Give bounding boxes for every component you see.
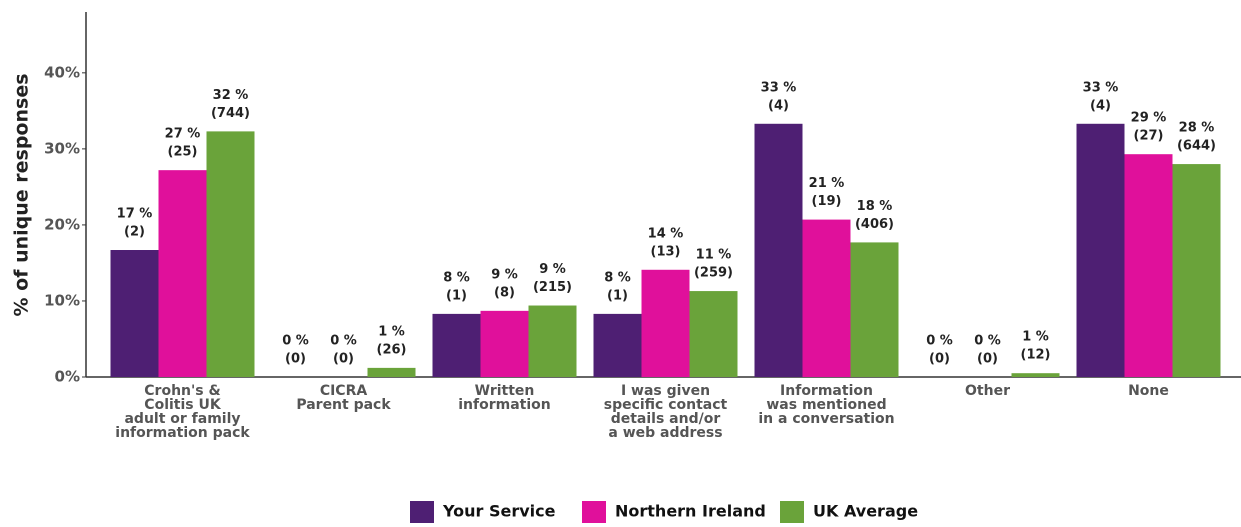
legend-label: Your Service	[442, 502, 556, 521]
x-tick-label: Written	[475, 383, 535, 399]
data-label: 33 %	[1083, 80, 1119, 95]
data-label: 0 %	[926, 334, 953, 349]
x-tick-label: was mentioned	[766, 397, 886, 413]
x-tick-label: Colitis UK	[144, 397, 222, 413]
bar	[1076, 123, 1125, 377]
data-label: 32 %	[213, 88, 249, 103]
data-label-count: (0)	[333, 352, 354, 367]
data-label: 17 %	[117, 207, 153, 222]
data-label: 21 %	[809, 176, 845, 191]
data-label-count: (13)	[651, 244, 681, 259]
data-label: 27 %	[165, 127, 201, 142]
x-tick-label: Information	[780, 383, 873, 399]
data-label-count: (1)	[607, 288, 628, 303]
data-label-count: (27)	[1134, 129, 1164, 144]
bar	[206, 131, 255, 377]
y-axis-title: % of unique responses	[11, 73, 33, 316]
data-label-count: (2)	[124, 225, 145, 240]
x-tick-label: in a conversation	[758, 411, 894, 427]
x-tick-label: Other	[965, 383, 1010, 399]
data-label-count: (215)	[533, 280, 572, 295]
y-tick-label: 10%	[44, 291, 80, 309]
x-tick-label: information	[458, 397, 551, 413]
data-label-count: (4)	[1090, 98, 1111, 113]
data-label: 0 %	[330, 334, 357, 349]
x-tick-label: None	[1128, 383, 1169, 399]
data-label-count: (0)	[285, 352, 306, 367]
bar	[528, 305, 577, 377]
bar	[1124, 154, 1173, 377]
data-label: 8 %	[604, 270, 631, 285]
x-tick-label: information pack	[115, 425, 250, 441]
bar	[802, 219, 851, 377]
legend-label: Northern Ireland	[615, 502, 766, 521]
data-label: 28 %	[1179, 121, 1215, 136]
x-tick-label: CICRA	[320, 383, 368, 399]
data-label-count: (406)	[855, 217, 894, 232]
legend-swatch	[582, 501, 606, 523]
data-label: 0 %	[974, 334, 1001, 349]
bar	[641, 269, 690, 377]
data-label: 18 %	[857, 199, 893, 214]
bar	[367, 367, 416, 377]
data-label-count: (644)	[1177, 139, 1216, 154]
data-label-count: (26)	[377, 342, 407, 357]
bar	[689, 291, 738, 377]
data-label-count: (744)	[211, 106, 250, 121]
data-label-count: (0)	[929, 352, 950, 367]
data-label-count: (4)	[768, 98, 789, 113]
data-label: 9 %	[539, 262, 566, 277]
bar	[110, 250, 159, 377]
bar	[850, 242, 899, 377]
x-tick-label: I was given	[621, 383, 710, 399]
y-tick-label: 40%	[44, 63, 80, 81]
legend-label: UK Average	[813, 502, 918, 521]
legend-swatch	[780, 501, 804, 523]
data-label: 1 %	[1022, 330, 1049, 345]
data-label: 0 %	[282, 334, 309, 349]
data-label-count: (0)	[977, 352, 998, 367]
x-tick-label: a web address	[608, 425, 722, 441]
y-tick-label: 20%	[44, 215, 80, 233]
x-tick-label: specific contact	[604, 397, 728, 413]
x-tick-label: adult or family	[124, 411, 240, 427]
bar	[754, 123, 803, 377]
x-tick-label: Crohn's &	[144, 383, 220, 399]
data-label: 11 %	[696, 248, 732, 263]
data-label: 1 %	[378, 324, 405, 339]
bar	[432, 313, 481, 377]
data-label: 9 %	[491, 267, 518, 282]
bar	[158, 170, 207, 377]
bar	[1172, 164, 1221, 377]
legend-swatch	[410, 501, 434, 523]
data-label: 8 %	[443, 270, 470, 285]
data-label-count: (25)	[168, 145, 198, 160]
data-label-count: (12)	[1021, 348, 1051, 363]
data-label: 14 %	[648, 226, 684, 241]
x-tick-label: Parent pack	[296, 397, 391, 413]
x-tick-label: details and/or	[611, 411, 721, 427]
data-label-count: (19)	[812, 194, 842, 209]
y-tick-label: 30%	[44, 139, 80, 157]
data-label-count: (259)	[694, 266, 733, 281]
bar	[1011, 373, 1060, 377]
bar	[480, 310, 529, 377]
data-label: 29 %	[1131, 111, 1167, 126]
data-label-count: (1)	[446, 288, 467, 303]
data-label: 33 %	[761, 80, 797, 95]
y-tick-label: 0%	[55, 368, 80, 386]
data-label-count: (8)	[494, 285, 515, 300]
bar	[593, 313, 642, 377]
